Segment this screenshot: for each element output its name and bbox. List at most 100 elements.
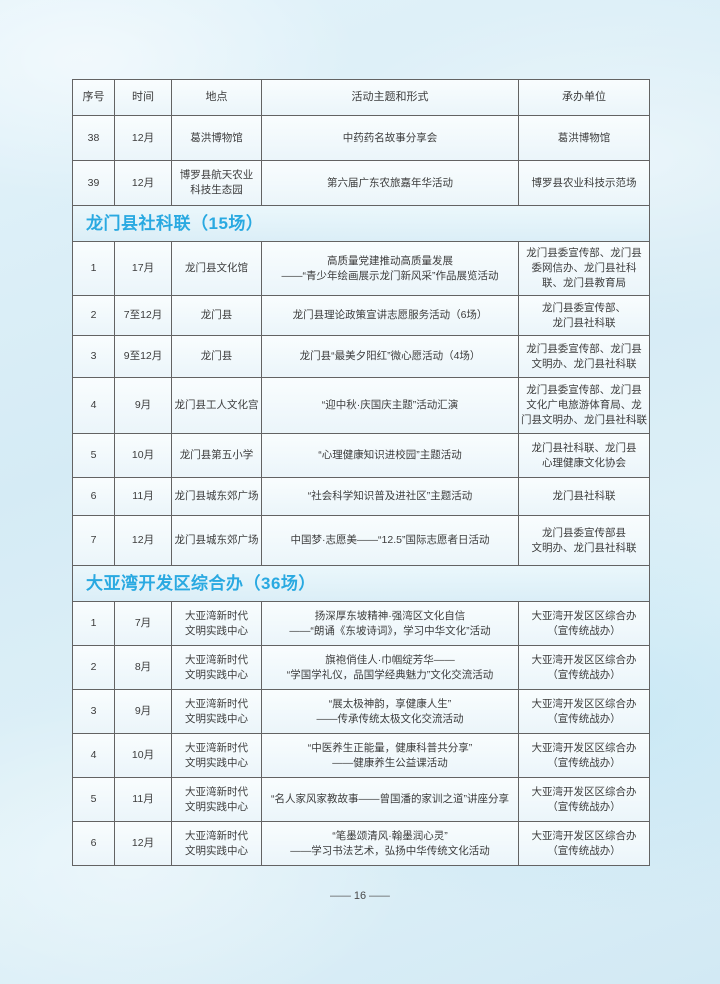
cell-place: 龙门县城东郊广场 <box>172 516 262 566</box>
cell-theme: “名人家风家教故事——曾国潘的家训之道”讲座分享 <box>262 778 519 822</box>
section-header-row: 大亚湾开发区综合办（36场） <box>73 566 650 602</box>
cell-time: 11月 <box>115 778 172 822</box>
cell-theme: 中国梦·志愿美——“12.5”国际志愿者日活动 <box>262 516 519 566</box>
section-title: 大亚湾开发区综合办（36场） <box>86 573 316 593</box>
cell-place: 大亚湾新时代 文明实践中心 <box>172 822 262 866</box>
cell-place: 博罗县航天农业 科技生态园 <box>172 161 262 206</box>
cell-place: 龙门县城东郊广场 <box>172 478 262 516</box>
cell-place: 大亚湾新时代 文明实践中心 <box>172 734 262 778</box>
cell-org: 龙门县委宣传部、 龙门县社科联 <box>519 296 650 336</box>
cell-num: 5 <box>73 778 115 822</box>
activity-schedule-table: 序号 时间 地点 活动主题和形式 承办单位 38 12月 葛洪博物馆 中药药名故… <box>72 79 650 866</box>
cell-place: 龙门县文化馆 <box>172 242 262 296</box>
cell-org: 大亚湾开发区区综合办 （宣传统战办） <box>519 778 650 822</box>
table-row: 2 8月 大亚湾新时代 文明实践中心 旗袍俏佳人·巾帼绽芳华—— “学国学礼仪，… <box>73 646 650 690</box>
table-row: 5 11月 大亚湾新时代 文明实践中心 “名人家风家教故事——曾国潘的家训之道”… <box>73 778 650 822</box>
cell-num: 38 <box>73 116 115 161</box>
cell-num: 4 <box>73 378 115 434</box>
table-row: 1 17月 龙门县文化馆 高质量党建推动高质量发展 ——“青少年绘画展示龙门新风… <box>73 242 650 296</box>
cell-theme: 第六届广东农旅嘉年华活动 <box>262 161 519 206</box>
cell-place: 龙门县 <box>172 296 262 336</box>
cell-place: 大亚湾新时代 文明实践中心 <box>172 602 262 646</box>
cell-place: 龙门县第五小学 <box>172 434 262 478</box>
cell-time: 10月 <box>115 434 172 478</box>
cell-num: 3 <box>73 690 115 734</box>
cell-time: 7至12月 <box>115 296 172 336</box>
cell-time: 9月 <box>115 378 172 434</box>
table-row: 6 12月 大亚湾新时代 文明实践中心 “笔墨颂清风·翰墨润心灵” ——学习书法… <box>73 822 650 866</box>
header-cell-theme: 活动主题和形式 <box>262 80 519 116</box>
cell-place: 龙门县 <box>172 336 262 378</box>
table-row: 5 10月 龙门县第五小学 “心理健康知识进校园”主题活动 龙门县社科联、龙门县… <box>73 434 650 478</box>
cell-place: 大亚湾新时代 文明实践中心 <box>172 646 262 690</box>
table-row: 2 7至12月 龙门县 龙门县理论政策宣讲志愿服务活动（6场） 龙门县委宣传部、… <box>73 296 650 336</box>
cell-org: 龙门县委宣传部、龙门县 委网信办、龙门县社科 联、龙门县教育局 <box>519 242 650 296</box>
table-header-row: 序号 时间 地点 活动主题和形式 承办单位 <box>73 80 650 116</box>
cell-time: 12月 <box>115 161 172 206</box>
cell-org: 龙门县委宣传部县 文明办、龙门县社科联 <box>519 516 650 566</box>
cell-num: 5 <box>73 434 115 478</box>
cell-org: 大亚湾开发区区综合办 （宣传统战办） <box>519 646 650 690</box>
cell-time: 9至12月 <box>115 336 172 378</box>
cell-theme: “展太极神韵，享健康人生” ——传承传统太极文化交流活动 <box>262 690 519 734</box>
cell-org: 大亚湾开发区区综合办 （宣传统战办） <box>519 602 650 646</box>
cell-num: 1 <box>73 242 115 296</box>
cell-place: 龙门县工人文化宫 <box>172 378 262 434</box>
cell-org: 龙门县委宣传部、龙门县 文化广电旅游体育局、龙 门县文明办、龙门县社科联 <box>519 378 650 434</box>
cell-org: 大亚湾开发区区综合办 （宣传统战办） <box>519 690 650 734</box>
cell-theme: “心理健康知识进校园”主题活动 <box>262 434 519 478</box>
cell-num: 2 <box>73 646 115 690</box>
page-footer: —16— <box>0 890 720 902</box>
cell-num: 1 <box>73 602 115 646</box>
cell-org: 葛洪博物馆 <box>519 116 650 161</box>
cell-time: 11月 <box>115 478 172 516</box>
cell-theme: 旗袍俏佳人·巾帼绽芳华—— “学国学礼仪，品国学经典魅力”文化交流活动 <box>262 646 519 690</box>
footer-dash-right: — <box>369 890 391 902</box>
section-title: 龙门县社科联（15场） <box>86 213 264 233</box>
table-row: 3 9月 大亚湾新时代 文明实践中心 “展太极神韵，享健康人生” ——传承传统太… <box>73 690 650 734</box>
table-row: 6 11月 龙门县城东郊广场 “社会科学知识普及进社区”主题活动 龙门县社科联 <box>73 478 650 516</box>
cell-num: 39 <box>73 161 115 206</box>
cell-org: 博罗县农业科技示范场 <box>519 161 650 206</box>
cell-time: 10月 <box>115 734 172 778</box>
cell-theme: “社会科学知识普及进社区”主题活动 <box>262 478 519 516</box>
cell-place: 大亚湾新时代 文明实践中心 <box>172 690 262 734</box>
page-number: 16 <box>353 890 367 902</box>
cell-num: 6 <box>73 822 115 866</box>
cell-num: 4 <box>73 734 115 778</box>
header-cell-org: 承办单位 <box>519 80 650 116</box>
cell-time: 17月 <box>115 242 172 296</box>
table-row: 4 9月 龙门县工人文化宫 “迎中秋·庆国庆主题”活动汇演 龙门县委宣传部、龙门… <box>73 378 650 434</box>
cell-org: 大亚湾开发区区综合办 （宣传统战办） <box>519 734 650 778</box>
cell-place: 葛洪博物馆 <box>172 116 262 161</box>
cell-time: 7月 <box>115 602 172 646</box>
header-cell-num: 序号 <box>73 80 115 116</box>
cell-theme: 扬深厚东坡精神·强湾区文化自信 ——“朗诵《东坡诗词》，学习中华文化”活动 <box>262 602 519 646</box>
footer-dash-left: — <box>329 890 351 902</box>
cell-num: 7 <box>73 516 115 566</box>
section-header-row: 龙门县社科联（15场） <box>73 206 650 242</box>
cell-num: 2 <box>73 296 115 336</box>
cell-org: 龙门县委宣传部、龙门县 文明办、龙门县社科联 <box>519 336 650 378</box>
cell-place: 大亚湾新时代 文明实践中心 <box>172 778 262 822</box>
header-cell-place: 地点 <box>172 80 262 116</box>
cell-theme: 中药药名故事分享会 <box>262 116 519 161</box>
table-row: 4 10月 大亚湾新时代 文明实践中心 “中医养生正能量，健康科普共分享” ——… <box>73 734 650 778</box>
header-cell-time: 时间 <box>115 80 172 116</box>
cell-theme: 高质量党建推动高质量发展 ——“青少年绘画展示龙门新风采”作品展览活动 <box>262 242 519 296</box>
table-row: 1 7月 大亚湾新时代 文明实践中心 扬深厚东坡精神·强湾区文化自信 ——“朗诵… <box>73 602 650 646</box>
cell-time: 12月 <box>115 516 172 566</box>
table-row: 39 12月 博罗县航天农业 科技生态园 第六届广东农旅嘉年华活动 博罗县农业科… <box>73 161 650 206</box>
cell-num: 3 <box>73 336 115 378</box>
cell-time: 8月 <box>115 646 172 690</box>
cell-theme: “笔墨颂清风·翰墨润心灵” ——学习书法艺术，弘扬中华传统文化活动 <box>262 822 519 866</box>
cell-org: 大亚湾开发区区综合办 （宣传统战办） <box>519 822 650 866</box>
table-row: 7 12月 龙门县城东郊广场 中国梦·志愿美——“12.5”国际志愿者日活动 龙… <box>73 516 650 566</box>
cell-num: 6 <box>73 478 115 516</box>
cell-time: 9月 <box>115 690 172 734</box>
cell-theme: “迎中秋·庆国庆主题”活动汇演 <box>262 378 519 434</box>
cell-org: 龙门县社科联 <box>519 478 650 516</box>
table-row: 38 12月 葛洪博物馆 中药药名故事分享会 葛洪博物馆 <box>73 116 650 161</box>
cell-time: 12月 <box>115 116 172 161</box>
cell-theme: 龙门县“最美夕阳红”微心愿活动（4场） <box>262 336 519 378</box>
